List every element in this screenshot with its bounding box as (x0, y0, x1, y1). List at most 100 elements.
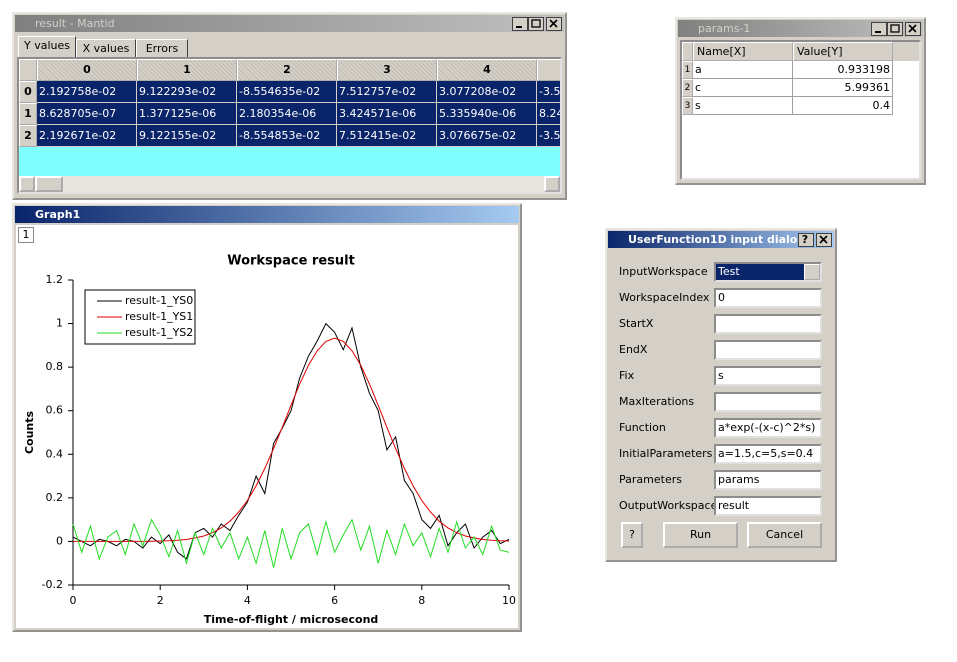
row-header: 0 (19, 81, 37, 103)
graph-window: Graph1 1 Workspace result Time-of-flight … (12, 203, 522, 632)
text-input[interactable]: a=1.5,c=5,s=0.4 (714, 444, 822, 464)
window-controls[interactable] (512, 17, 562, 31)
field-label: WorkspaceIndex (619, 291, 710, 304)
cell[interactable]: 2.180354e-06 (237, 103, 337, 125)
cell[interactable]: 7.512757e-02 (337, 81, 437, 103)
title-bar: Graph1 (15, 206, 519, 223)
x-tick-label: 8 (418, 594, 425, 607)
cell[interactable]: 7.512415e-02 (337, 125, 437, 147)
column-header: 0 (37, 59, 137, 81)
scroll-thumb (35, 176, 63, 192)
cell[interactable]: s (693, 97, 793, 115)
help-button[interactable]: ? (801, 233, 809, 246)
y-tick-label: 1.2 (46, 273, 64, 286)
window-controls[interactable] (798, 233, 832, 247)
corner (682, 42, 693, 61)
chart: Workspace result Time-of-flight / microse… (23, 254, 516, 627)
field-label: OutputWorkspace (619, 499, 714, 512)
field-label: InitialParameters (619, 447, 713, 460)
cell[interactable]: 0.933198 (793, 61, 893, 79)
cell[interactable]: 2.192758e-02 (37, 81, 137, 103)
button[interactable]: ? (621, 522, 643, 548)
legend-label: result-1_YS1 (125, 310, 193, 323)
field-label: MaxIterations (619, 395, 695, 408)
field-label: InputWorkspace (619, 265, 708, 278)
cell[interactable]: 8.628705e-07 (37, 103, 137, 125)
button[interactable]: Cancel (747, 522, 822, 548)
cell[interactable]: a (693, 61, 793, 79)
field-label: Fix (619, 369, 635, 382)
column-header: 2 (237, 59, 337, 81)
combo-box[interactable]: Test (714, 262, 822, 282)
column-header: 4 (437, 59, 537, 81)
tab[interactable]: X values (76, 39, 136, 57)
legend-label: result-1_YS2 (125, 326, 193, 339)
text-input[interactable] (714, 392, 822, 412)
x-tick-label: 0 (70, 594, 77, 607)
cell[interactable]: 5.335940e-06 (437, 103, 537, 125)
cell[interactable]: 0.4 (793, 97, 893, 115)
combo-arrow (804, 264, 820, 280)
x-tick-label: 2 (157, 594, 164, 607)
layer-tab[interactable]: 1 (18, 227, 34, 243)
scroll-left (19, 176, 35, 192)
column-header: Name[X] (693, 42, 793, 61)
cell[interactable]: -3.5 (537, 81, 560, 103)
y-tick-label: 0 (56, 534, 63, 547)
field-label: EndX (619, 343, 648, 356)
y-tick-label: -0.2 (42, 578, 63, 591)
y-tick-label: 0.2 (46, 491, 64, 504)
row-header: 1 (19, 103, 37, 125)
window-controls[interactable] (871, 22, 921, 36)
y-tick-label: 0.8 (46, 360, 64, 373)
tab[interactable]: Errors (136, 39, 188, 57)
dialog-window: UserFunction1D input dialog ? InputWorksp… (605, 228, 837, 562)
text-input[interactable]: a*exp(-(x-c)^2*s) (714, 418, 822, 438)
x-tick-label: 4 (244, 594, 251, 607)
x-tick-label: 10 (502, 594, 516, 607)
text-input[interactable]: s (714, 366, 822, 386)
cell[interactable]: 2.192671e-02 (37, 125, 137, 147)
legend-box (84, 289, 196, 345)
cell[interactable]: 1.377125e-06 (137, 103, 237, 125)
row-header: 2 (19, 125, 37, 147)
x-axis-label: Time-of-flight / microsecond (204, 613, 379, 626)
data-line (72, 322, 510, 560)
text-input[interactable] (714, 340, 822, 360)
cell[interactable]: 8.24 (537, 103, 560, 125)
title-bar: params-1 (678, 20, 923, 37)
y-axis-label: Counts (23, 411, 36, 455)
data-line (73, 337, 510, 542)
text-input[interactable]: result (714, 496, 822, 516)
cell[interactable]: 9.122293e-02 (137, 81, 237, 103)
x-tick-label: 6 (331, 594, 338, 607)
text-input[interactable]: 0 (714, 288, 822, 308)
cell[interactable]: 5.99361 (793, 79, 893, 97)
button[interactable]: Run (663, 522, 738, 548)
row-header: 2 (682, 79, 693, 97)
column-header: 3 (337, 59, 437, 81)
tab[interactable]: Y values (18, 36, 76, 57)
cell[interactable]: c (693, 79, 793, 97)
cell[interactable]: 3.424571e-06 (337, 103, 437, 125)
cell[interactable]: 3.077208e-02 (437, 81, 537, 103)
column-header: 1 (137, 59, 237, 81)
field-label: StartX (619, 317, 654, 330)
row-header: 3 (682, 97, 693, 115)
table: Name[X] Value[Y] 1 a 0.933198 2 c 5.99361 3 s 0.4 (680, 40, 921, 180)
chart-title: Workspace result (227, 254, 355, 269)
text-input[interactable]: params (714, 470, 822, 490)
title-bar: result - Mantid (15, 15, 564, 32)
scroll-right (544, 176, 560, 192)
title-bar: UserFunction1D input dialog (608, 231, 834, 248)
cell[interactable]: -3.5 (537, 125, 560, 147)
column-header (537, 59, 560, 81)
cell[interactable]: -8.554635e-02 (237, 81, 337, 103)
corner (19, 59, 37, 81)
cell[interactable]: 9.122155e-02 (137, 125, 237, 147)
cell[interactable]: -8.554853e-02 (237, 125, 337, 147)
cell[interactable]: 3.076675e-02 (437, 125, 537, 147)
column-header: Value[Y] (793, 42, 893, 61)
text-input[interactable] (714, 314, 822, 334)
data-line (72, 518, 510, 568)
